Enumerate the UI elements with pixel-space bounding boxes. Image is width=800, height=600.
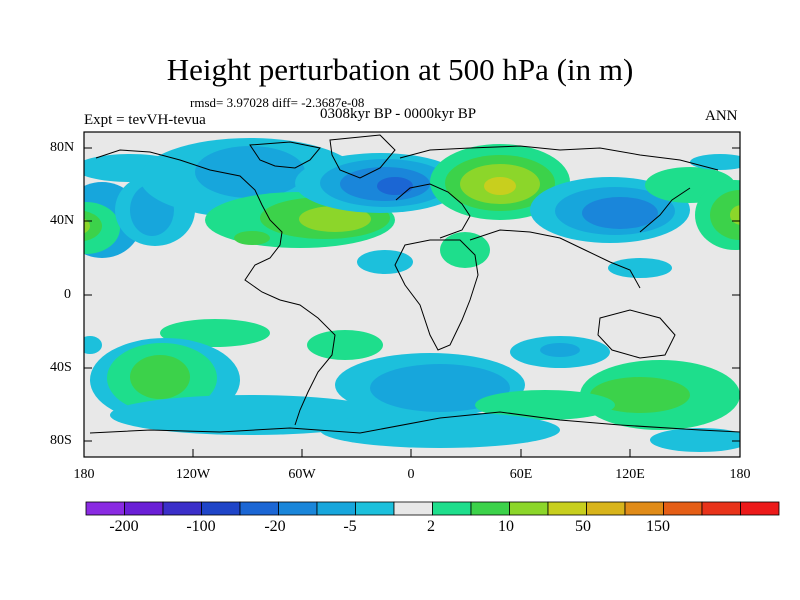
- experiment-label: Expt = tevVH-tevua: [84, 112, 206, 128]
- colorbar-box: [278, 501, 318, 516]
- x-tick-label: 0: [407, 467, 415, 482]
- x-tick-label: 180: [729, 467, 751, 482]
- y-tick-marks: [84, 147, 740, 442]
- coastlines: [89, 134, 740, 434]
- colorbar-box: [124, 501, 164, 516]
- contour-south: [84, 319, 740, 452]
- y-tick-label: 40S: [50, 360, 72, 375]
- colorbar-label: 10: [498, 518, 514, 535]
- contour-field: [84, 132, 740, 457]
- season-label: ANN: [705, 108, 738, 124]
- colorbar-label: -20: [264, 518, 286, 535]
- period-label: 0308kyr BP - 0000kyr BP: [320, 106, 477, 122]
- y-tick-label: 80N: [50, 140, 75, 155]
- colorbar-label: -100: [186, 518, 216, 535]
- colorbar-label: -200: [109, 518, 139, 535]
- colorbar-box: [85, 501, 125, 516]
- colorbar-label: 50: [575, 518, 591, 535]
- colorbar-box: [201, 501, 241, 516]
- x-tick-label: 120W: [175, 467, 211, 482]
- colorbar-box: [355, 501, 395, 516]
- contour-north: [84, 138, 740, 278]
- colorbar-label: 2: [427, 518, 435, 535]
- colorbar-box: [586, 501, 626, 516]
- x-tick-marks: [83, 449, 741, 457]
- colorbar-box: [316, 501, 356, 516]
- colorbar-box: [701, 501, 741, 516]
- colorbar: [85, 501, 780, 516]
- colorbar-label: 150: [646, 518, 670, 535]
- x-tick-label: 60W: [288, 467, 316, 482]
- colorbar-box: [663, 501, 703, 516]
- stats-label: rmsd= 3.97028 diff= -2.3687e-08: [190, 95, 365, 110]
- colorbar-box: [162, 501, 202, 516]
- colorbar-box: [470, 501, 510, 516]
- x-tick-label: 120E: [615, 467, 645, 482]
- colorbar-box: [432, 501, 472, 516]
- y-tick-label: 80S: [50, 433, 72, 448]
- x-tick-label: 60E: [509, 467, 533, 482]
- x-tick-label: 180: [73, 467, 95, 482]
- y-tick-label: 40N: [50, 213, 75, 228]
- colorbar-box: [509, 501, 549, 516]
- y-tick-label: 0: [64, 287, 71, 302]
- colorbar-box: [239, 501, 279, 516]
- colorbar-box: [740, 501, 780, 516]
- colorbar-box: [393, 501, 433, 516]
- colorbar-label: -5: [343, 518, 357, 535]
- plot-title: Height perturbation at 500 hPa (in m): [166, 52, 634, 87]
- colorbar-box: [624, 501, 664, 516]
- colorbar-box: [547, 501, 587, 516]
